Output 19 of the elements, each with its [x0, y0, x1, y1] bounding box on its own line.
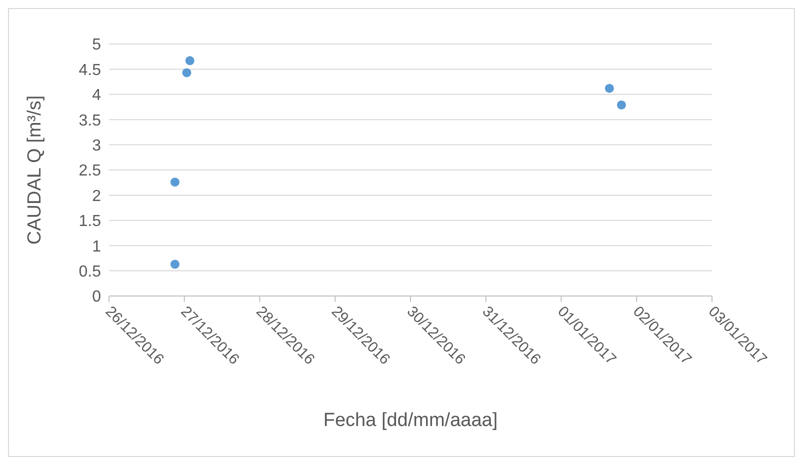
- x-axis-title: Fecha [dd/mm/aaaa]: [323, 410, 498, 431]
- y-tick-label: 3.5: [78, 112, 102, 130]
- point: [185, 56, 194, 66]
- y-tick-label: 4.5: [78, 62, 102, 79]
- point: [170, 178, 180, 187]
- point: [170, 260, 180, 269]
- y-tick-label: 2: [92, 188, 102, 205]
- y-tick-label: 5: [92, 36, 102, 54]
- y-tick-label: 0.5: [78, 263, 102, 280]
- y-tick-label: 4: [92, 87, 102, 104]
- y-tick-label: 3: [92, 137, 102, 154]
- point: [182, 68, 192, 78]
- y-tick-label: 1.5: [78, 213, 102, 230]
- point: [616, 100, 626, 110]
- y-tick-label: 1: [92, 238, 102, 256]
- point: [604, 84, 614, 93]
- y-tick-label: 0: [92, 288, 102, 306]
- y-tick-label: 2.5: [78, 162, 102, 180]
- y-axis-title: CAUDAL Q [m³/s]: [24, 95, 46, 245]
